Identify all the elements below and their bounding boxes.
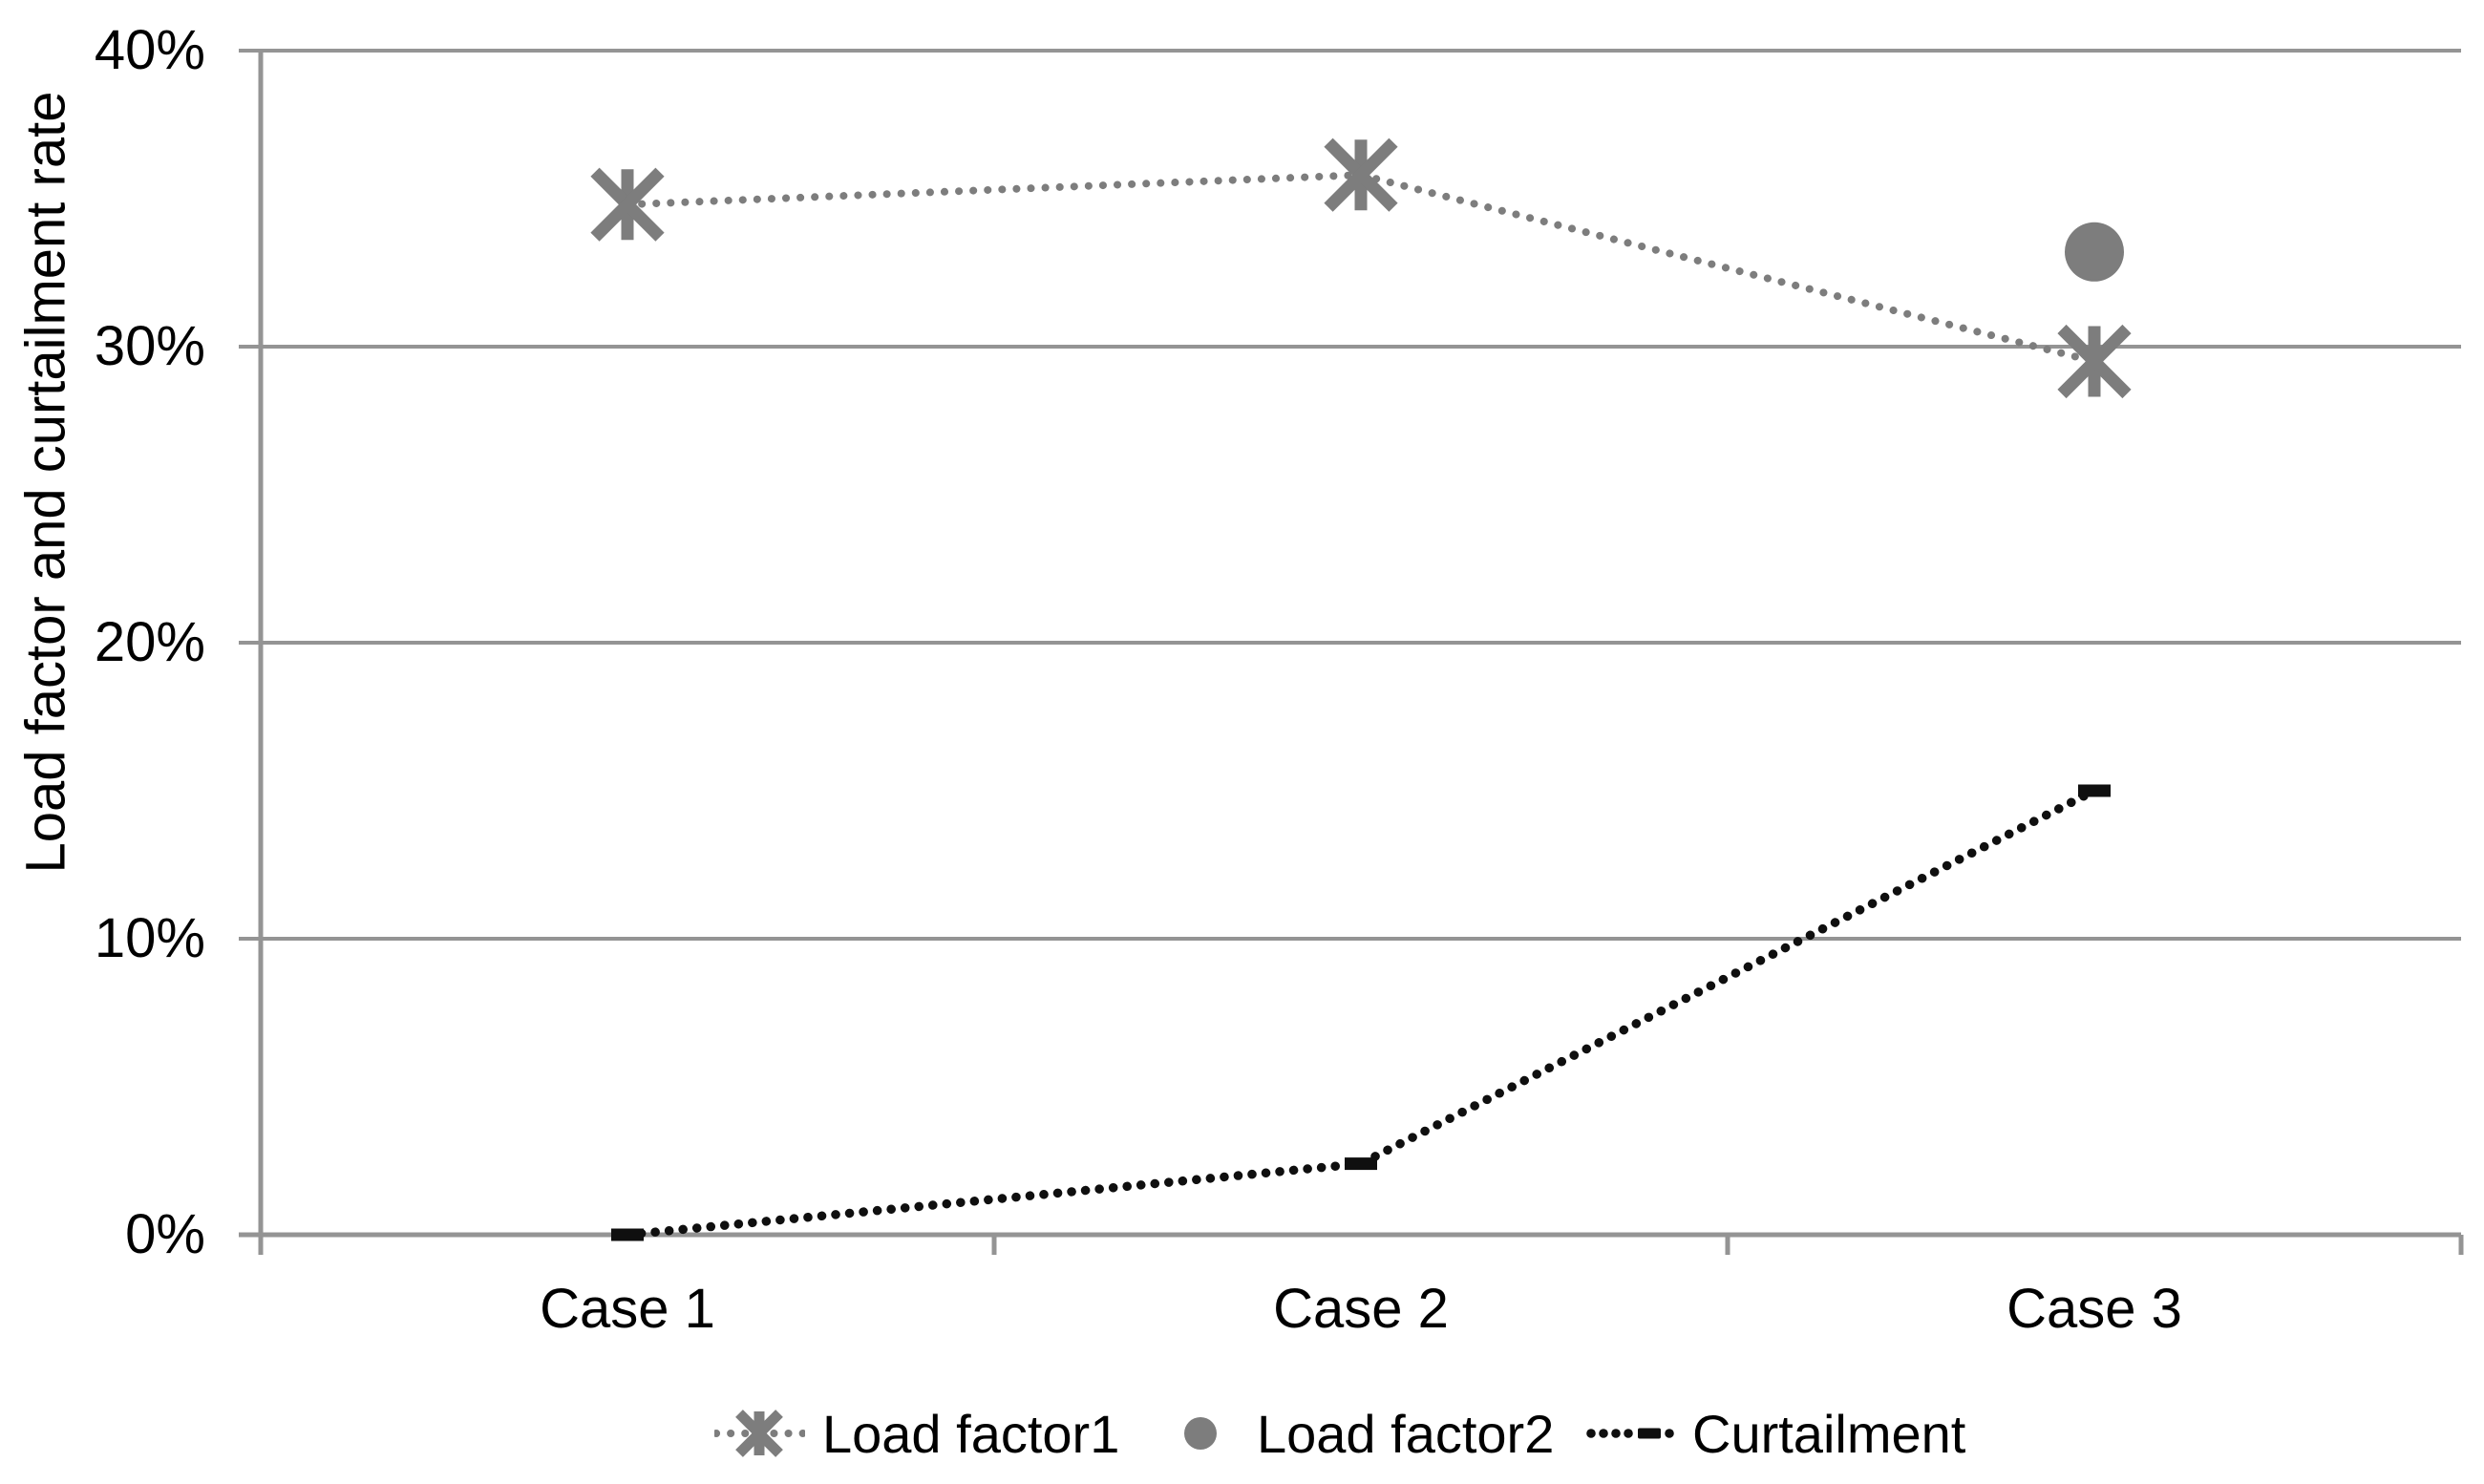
dash-marker — [1345, 1157, 1377, 1171]
circle-marker-icon — [1184, 1417, 1217, 1450]
legend-item-load-factor1: Load factor1 — [714, 1392, 1119, 1474]
gridlines — [239, 49, 2461, 941]
asterisk-marker — [590, 167, 665, 242]
dotted-line-dash-marker-icon — [1586, 1428, 1674, 1439]
y-tick-label: 40% — [94, 19, 205, 81]
asterisk-marker — [1324, 138, 1398, 212]
circle-marker — [2065, 222, 2124, 282]
legend-label-load-factor2: Load factor2 — [1257, 1403, 1555, 1464]
series-load-factor1-markers — [590, 138, 2132, 399]
dash-marker — [2078, 784, 2111, 797]
x-category-label: Case 2 — [1273, 1278, 1449, 1340]
legend-label-load-factor1: Load factor1 — [822, 1403, 1120, 1464]
legend-item-load-factor2: Load factor2 — [1182, 1392, 1554, 1474]
x-category-label: Case 3 — [2006, 1278, 2182, 1340]
y-tick-label: 30% — [94, 315, 205, 377]
dotted-line-asterisk-marker-icon — [714, 1410, 805, 1457]
asterisk-marker — [2057, 324, 2132, 399]
dash-marker — [611, 1228, 644, 1241]
series-curtailment-markers — [611, 784, 2111, 1241]
y-tick-label: 10% — [94, 907, 205, 969]
y-tick-label: 0% — [125, 1203, 205, 1265]
y-tick-label: 20% — [94, 611, 205, 673]
series-load-factor2-markers — [2065, 222, 2124, 282]
legend-label-curtailment: Curtailment — [1692, 1403, 1966, 1464]
x-category-label: Case 1 — [540, 1278, 715, 1340]
axes — [239, 51, 2464, 1255]
legend-item-curtailment: Curtailment — [1585, 1392, 1965, 1474]
y-axis-title: Load factor and curtailment rate — [14, 91, 77, 874]
